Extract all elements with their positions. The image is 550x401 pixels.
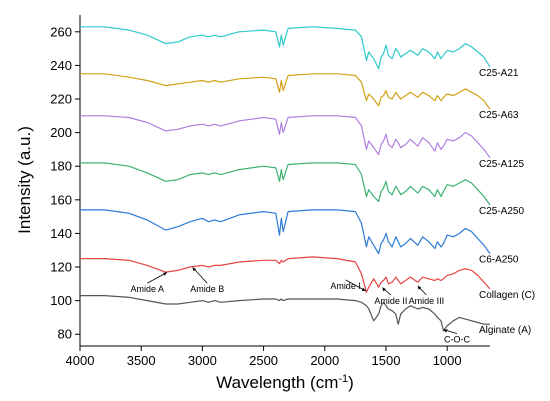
- series-line-collagen-c: [80, 256, 491, 293]
- y-axis-title: Intensity (a.u.): [15, 126, 34, 234]
- annotation-arrowhead: [192, 267, 197, 272]
- series-lines: [80, 26, 491, 332]
- series-line-c25-a21: [80, 26, 491, 70]
- annotation-arrowhead: [443, 329, 448, 333]
- y-tick-label: 80: [58, 327, 72, 342]
- series-line-c6-a250: [80, 209, 491, 255]
- y-tick-label: 140: [50, 226, 72, 241]
- series-label: C25-A63: [479, 110, 519, 121]
- y-tick-label: 220: [50, 92, 72, 107]
- series-label: C25-A250: [479, 206, 524, 217]
- x-tick-label: 1000: [433, 353, 462, 368]
- annotation-arrowhead: [361, 287, 366, 291]
- annotation-label: Amide III: [409, 296, 445, 306]
- x-tick-label: 3500: [127, 353, 156, 368]
- annotation-label: Amide I: [330, 281, 361, 291]
- y-tick-label: 180: [50, 159, 72, 174]
- y-tick-label: 200: [50, 125, 72, 140]
- series-label: C25-A125: [479, 159, 524, 170]
- series-label: C25-A21: [479, 68, 519, 79]
- x-tick-label: 2500: [249, 353, 278, 368]
- annotations: Amide A Amide B Amide I Amide II Amide III C-…: [131, 267, 470, 345]
- annotation-arrow: [345, 279, 366, 292]
- series-line-c25-a125: [80, 115, 491, 159]
- y-tick-label: 240: [50, 58, 72, 73]
- annotation-label: Amide A: [131, 284, 165, 294]
- series-label: Alginate (A): [479, 325, 531, 336]
- axes: [79, 15, 490, 347]
- annotation-label: Amide B: [190, 284, 224, 294]
- x-tick-label: 3000: [188, 353, 217, 368]
- series-line-c25-a250: [80, 162, 491, 206]
- x-ticks: 4000 3500 3000 2500 2000 1500 1000: [66, 346, 462, 368]
- series-label: Collagen (C): [479, 290, 535, 301]
- annotation-arrow: [192, 267, 208, 284]
- y-tick-label: 260: [50, 24, 72, 39]
- annotation-arrowhead: [417, 285, 422, 290]
- annotation-arrowhead: [382, 287, 386, 292]
- series-label: C6-A250: [479, 255, 519, 266]
- annotation-arrow: [147, 272, 168, 284]
- annotation-arrowhead: [162, 272, 167, 276]
- x-axis-title: Wavelength (cm-1): [216, 373, 354, 392]
- y-tick-label: 120: [50, 260, 72, 275]
- x-tick-label: 2000: [310, 353, 339, 368]
- annotation-label: C-O-C: [444, 335, 470, 345]
- series-line-c25-a63: [80, 73, 491, 110]
- y-tick-label: 160: [50, 192, 72, 207]
- series-labels: C25-A21 C25-A63 C25-A125 C25-A250 C6-A250 Col…: [479, 68, 535, 336]
- y-tick-label: 100: [50, 293, 72, 308]
- x-tick-label: 4000: [66, 353, 95, 368]
- x-tick-label: 1500: [372, 353, 401, 368]
- series-line-alginate-a: [80, 295, 490, 332]
- y-ticks: 80 100 120 140 160 180 200 220 240 260: [50, 24, 80, 342]
- annotation-label: Amide II: [374, 296, 407, 306]
